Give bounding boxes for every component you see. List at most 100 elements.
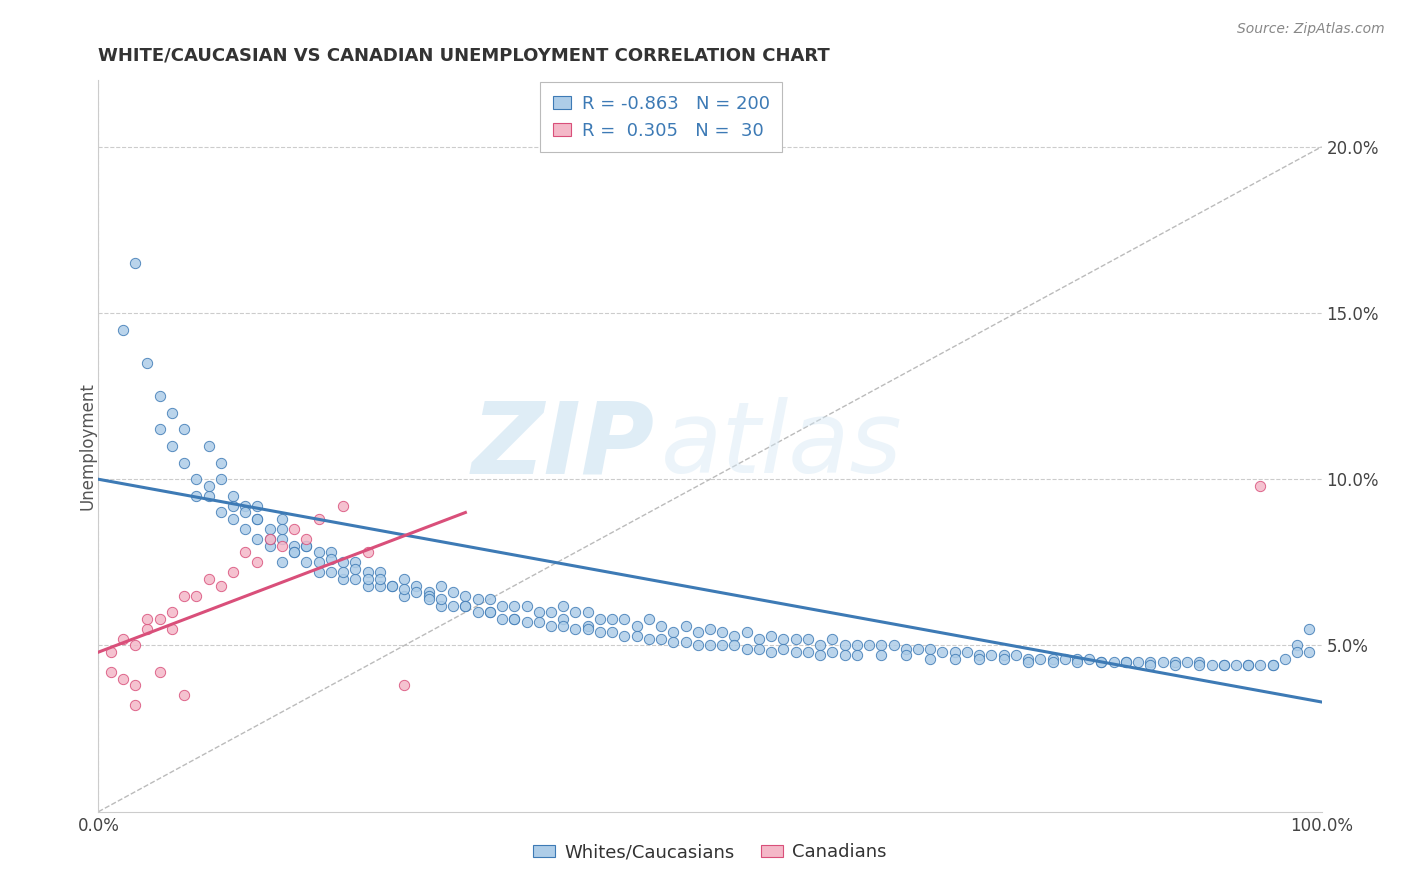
Point (418, 585, 440, 599)
Point (111, 672, 134, 686)
Point (564, 622, 586, 636)
Point (1102, 655, 1125, 669)
Point (1029, 652, 1052, 666)
Point (149, 612, 172, 626)
Point (931, 645, 953, 659)
Point (503, 599, 526, 613)
Point (173, 589, 195, 603)
Point (270, 555, 294, 569)
Point (356, 545, 378, 559)
Point (197, 489, 219, 503)
Point (173, 422, 195, 436)
Point (173, 456, 195, 470)
Point (650, 632, 672, 646)
Point (1053, 652, 1076, 666)
Point (111, 323, 134, 337)
Point (332, 555, 354, 569)
Point (1188, 655, 1211, 669)
Point (246, 512, 269, 526)
Point (993, 652, 1015, 666)
Point (1212, 658, 1234, 673)
Point (491, 612, 513, 626)
Point (149, 422, 172, 436)
Point (1201, 658, 1223, 673)
Point (270, 512, 294, 526)
Point (405, 585, 427, 599)
Point (845, 648, 868, 663)
Point (761, 628, 783, 642)
Point (478, 605, 501, 619)
Point (1274, 652, 1296, 666)
Point (356, 566, 378, 580)
Point (100, 665, 122, 679)
Point (920, 641, 942, 656)
Point (626, 628, 648, 642)
Point (943, 652, 966, 666)
Point (1188, 658, 1211, 673)
Point (124, 639, 146, 653)
Point (368, 579, 391, 593)
Point (160, 439, 183, 453)
Point (222, 566, 245, 580)
Point (943, 645, 966, 659)
Point (308, 555, 330, 569)
Point (1115, 655, 1137, 669)
Point (308, 512, 330, 526)
Point (1164, 655, 1187, 669)
Point (1175, 655, 1198, 669)
Point (368, 572, 391, 586)
Point (246, 532, 269, 546)
Point (381, 579, 404, 593)
Point (920, 652, 942, 666)
Point (858, 639, 880, 653)
Point (222, 499, 245, 513)
Point (283, 545, 305, 559)
Point (821, 645, 844, 659)
Point (503, 612, 526, 626)
Point (160, 622, 183, 636)
Point (761, 645, 783, 659)
Point (638, 632, 661, 646)
Point (197, 439, 219, 453)
Point (613, 628, 636, 642)
Point (638, 612, 661, 626)
Point (319, 545, 342, 559)
Point (222, 512, 245, 526)
Point (553, 612, 575, 626)
Point (808, 648, 831, 663)
Point (883, 639, 905, 653)
Text: ZIP: ZIP (472, 398, 655, 494)
Point (1164, 658, 1187, 673)
Point (907, 641, 929, 656)
Point (1128, 655, 1150, 669)
Point (368, 566, 391, 580)
Point (233, 499, 256, 513)
Point (332, 499, 354, 513)
Point (186, 472, 208, 486)
Point (233, 522, 256, 536)
Point (246, 512, 269, 526)
Point (136, 622, 159, 636)
Point (454, 599, 477, 613)
Point (711, 639, 734, 653)
Point (735, 641, 758, 656)
Point (491, 599, 513, 613)
Point (259, 539, 281, 553)
Point (723, 628, 745, 642)
Point (699, 639, 721, 653)
Point (956, 645, 979, 659)
Point (233, 506, 256, 520)
Point (209, 506, 232, 520)
Y-axis label: Unemployment: Unemployment (79, 382, 96, 510)
Point (441, 599, 464, 613)
Point (600, 625, 623, 640)
Point (259, 532, 281, 546)
Point (699, 622, 721, 636)
Point (1090, 655, 1112, 669)
Point (808, 639, 831, 653)
Point (1042, 652, 1064, 666)
Point (589, 625, 612, 640)
Point (478, 591, 501, 606)
Point (1115, 655, 1137, 669)
Point (1212, 658, 1234, 673)
